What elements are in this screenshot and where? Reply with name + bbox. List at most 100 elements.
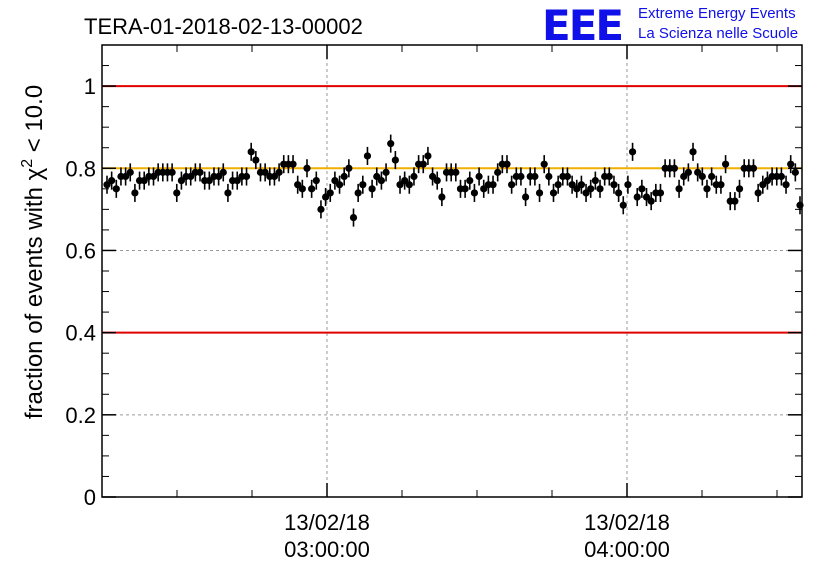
data-point <box>517 172 525 181</box>
data-point <box>335 181 344 189</box>
data-point <box>428 172 437 181</box>
data-point <box>587 185 595 193</box>
data-point <box>391 156 399 164</box>
data-point <box>791 168 799 176</box>
plot-frame <box>101 44 803 498</box>
reference-lines <box>102 85 802 334</box>
data-point <box>382 168 390 176</box>
data-point <box>689 148 697 156</box>
svg-text:fraction of events with χ2 < 1: fraction of events with χ2 < 10.0 <box>19 85 48 419</box>
x-tick-label-time: 03:00:00 <box>284 537 370 562</box>
data-point <box>531 172 539 181</box>
data-point <box>703 185 711 193</box>
data-point <box>368 185 376 193</box>
data-point <box>735 185 744 193</box>
eee-logo: EEE Extreme Energy Events La Scienza nel… <box>542 1 798 50</box>
data-point <box>233 177 241 185</box>
data-point <box>149 172 158 181</box>
data-point <box>196 168 204 176</box>
data-point <box>624 181 632 189</box>
data-point <box>452 168 460 176</box>
data-point <box>670 164 679 172</box>
data-point <box>419 160 427 168</box>
data-point <box>633 193 641 201</box>
y-tick-label: 0.2 <box>65 403 96 428</box>
data-point <box>494 168 502 176</box>
data-point <box>708 172 716 181</box>
y-axis-label-cut: < 10.0 <box>21 85 48 159</box>
data-points <box>103 134 804 227</box>
data-point <box>377 177 386 185</box>
run-title: TERA-01-2018-02-13-00002 <box>84 14 363 39</box>
data-point <box>122 172 130 181</box>
data-point <box>508 181 516 189</box>
y-tick-label: 0.6 <box>65 238 96 263</box>
y-tick-label: 0.8 <box>65 156 96 181</box>
data-point <box>675 185 683 193</box>
data-point <box>535 189 544 197</box>
y-axis-label: fraction of events with χ2 < 10.0 <box>19 85 48 419</box>
data-point <box>177 177 186 185</box>
data-point <box>721 160 730 168</box>
data-point <box>242 172 251 181</box>
data-point <box>224 189 232 197</box>
data-point <box>349 213 358 222</box>
data-point <box>642 193 651 201</box>
data-point <box>294 181 302 189</box>
data-point <box>438 193 446 201</box>
data-point <box>521 193 530 201</box>
data-point <box>619 201 627 209</box>
data-point <box>247 148 255 156</box>
data-point <box>373 172 381 181</box>
data-point <box>656 189 665 197</box>
x-tick-label-date: 13/02/18 <box>584 510 670 535</box>
y-tick-label: 0 <box>84 485 96 510</box>
data-point <box>749 164 758 172</box>
eee-logo-line2: La Scienza nelle Scuole <box>638 25 798 42</box>
data-point <box>694 168 702 176</box>
data-point <box>563 172 572 181</box>
data-point <box>638 185 646 193</box>
data-point <box>605 172 613 181</box>
grid <box>102 45 802 497</box>
data-point <box>317 205 325 213</box>
data-point <box>401 177 409 185</box>
data-point <box>596 185 604 193</box>
data-point <box>308 185 316 193</box>
data-point <box>270 172 279 181</box>
plot-border <box>101 44 803 498</box>
data-point <box>717 181 725 189</box>
x-tick-label-time: 04:00:00 <box>584 537 670 562</box>
data-point <box>103 181 111 189</box>
data-point <box>187 172 195 181</box>
data-point <box>545 172 553 181</box>
data-point <box>289 160 297 168</box>
data-point <box>219 168 227 176</box>
x-tick-label-date: 13/02/18 <box>284 510 370 535</box>
data-point <box>340 172 348 181</box>
data-point <box>615 189 623 197</box>
data-point <box>396 181 404 189</box>
data-point <box>475 172 483 181</box>
data-point <box>126 168 134 176</box>
data-point <box>140 177 148 185</box>
data-point <box>108 177 116 185</box>
chi-exponent: 2 <box>19 159 36 168</box>
data-point <box>582 189 590 197</box>
data-point <box>777 172 785 181</box>
data-point <box>684 168 692 176</box>
data-point <box>261 168 269 176</box>
data-point <box>215 172 223 181</box>
data-point <box>647 197 655 205</box>
y-axis-label-text: fraction of events with <box>21 180 48 419</box>
data-point <box>424 152 432 160</box>
data-point <box>503 160 511 168</box>
data-point <box>131 189 139 197</box>
data-point <box>326 189 334 197</box>
data-point <box>787 160 795 168</box>
data-point <box>405 181 413 189</box>
data-point <box>628 148 637 156</box>
data-point <box>466 177 474 185</box>
eee-logo-line1: Extreme Energy Events <box>638 5 796 22</box>
